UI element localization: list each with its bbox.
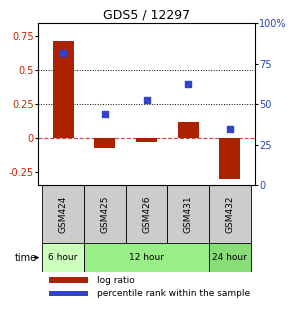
Bar [219, 138, 240, 179]
Text: percentile rank within the sample: percentile rank within the sample [97, 289, 250, 298]
Bar [167, 185, 209, 243]
Bar [209, 243, 251, 272]
Point [186, 81, 190, 86]
Text: log ratio: log ratio [97, 276, 134, 284]
Text: 6 hour: 6 hour [48, 253, 78, 262]
Bar [126, 185, 167, 243]
Bar [49, 291, 88, 296]
Text: GSM431: GSM431 [184, 196, 193, 233]
Bar [178, 122, 199, 138]
Text: 24 hour: 24 hour [212, 253, 247, 262]
Text: GSM432: GSM432 [225, 196, 234, 233]
Bar [42, 185, 84, 243]
Point [103, 111, 107, 116]
Bar [209, 185, 251, 243]
Text: 12 hour: 12 hour [129, 253, 164, 262]
Text: time: time [15, 252, 37, 263]
Point [61, 50, 65, 55]
Bar [53, 41, 74, 138]
Bar [84, 243, 209, 272]
Text: GSM426: GSM426 [142, 196, 151, 233]
Bar [94, 138, 115, 147]
Bar [84, 185, 126, 243]
Bar [136, 138, 157, 142]
Point [228, 126, 232, 131]
Point [144, 97, 149, 103]
Bar [42, 243, 84, 272]
Title: GDS5 / 12297: GDS5 / 12297 [103, 9, 190, 22]
Text: GSM425: GSM425 [100, 196, 109, 233]
Bar [49, 278, 88, 283]
Text: GSM424: GSM424 [59, 196, 68, 233]
